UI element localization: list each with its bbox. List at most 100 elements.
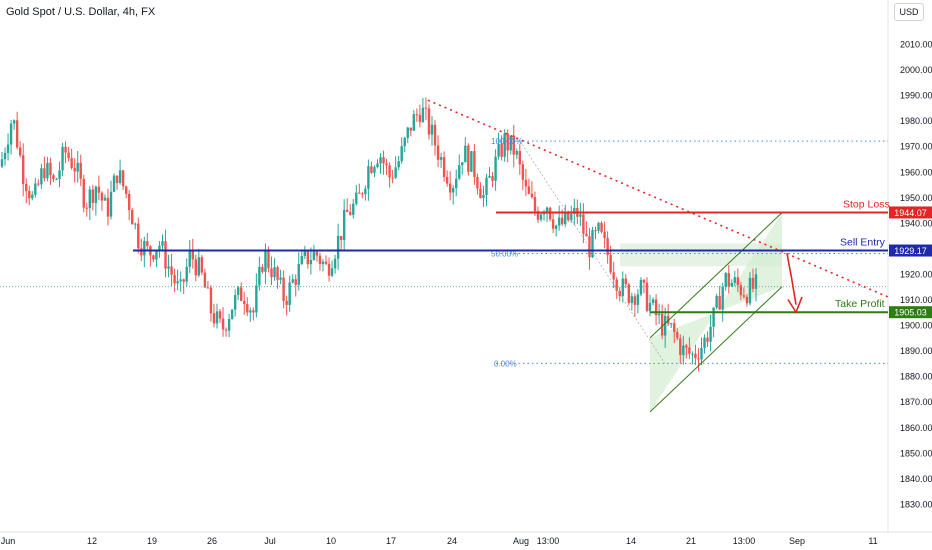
candle-body [645, 282, 649, 311]
candle-body [137, 223, 140, 249]
candle-body [476, 176, 479, 189]
candle-body [40, 168, 43, 185]
candle-body [31, 194, 34, 199]
candle-body [421, 107, 425, 122]
candle-body [373, 167, 376, 173]
candle-body [146, 241, 149, 247]
price-tag [889, 244, 932, 257]
candle-body [79, 162, 82, 179]
candle-body [709, 326, 712, 342]
y-tick-label: 1970.00 [900, 142, 932, 152]
candle-body [249, 310, 252, 313]
candle-body [521, 164, 525, 180]
candle-body [473, 151, 476, 177]
candle-body [642, 279, 646, 283]
candle-body [400, 146, 403, 162]
candle-body [606, 238, 609, 256]
price-tag-text: 1905.03 [894, 308, 927, 318]
candle-body [364, 188, 367, 195]
candle-body [100, 192, 104, 201]
candle-body [418, 114, 422, 122]
candle-body [621, 278, 624, 297]
y-tick-label: 1940.00 [900, 218, 932, 228]
candle-body [594, 230, 597, 232]
candle-body [657, 313, 661, 316]
candle-body [140, 248, 143, 256]
candle-body [564, 211, 567, 225]
candle-body [718, 296, 721, 310]
candle-body [321, 261, 325, 264]
candle-body [194, 259, 197, 276]
y-tick-label: 1850.00 [900, 448, 932, 458]
candle-body [273, 267, 276, 278]
candle-body [542, 213, 546, 215]
candle-body [109, 191, 113, 217]
candle-body [715, 296, 718, 308]
candle-body [303, 250, 307, 257]
candle-body [654, 299, 658, 316]
candle-body [467, 145, 470, 172]
candle-body [703, 337, 706, 349]
price-axis: 1830.00 1840.00 1850.00 1860.00 1870.00 1880.… [887, 0, 932, 532]
candle-body [730, 282, 733, 287]
candle-body [97, 186, 101, 193]
candle-body [448, 183, 452, 193]
x-tick-label: 19 [147, 536, 157, 546]
candle-body [721, 286, 724, 310]
candle-body [143, 241, 146, 256]
candle-body [58, 170, 61, 179]
candle-body [324, 261, 328, 264]
fib-label: 0.00% [494, 359, 517, 368]
candle-body [618, 290, 621, 297]
candle-body [639, 279, 643, 295]
chart-title: Gold Spot / U.S. Dollar, 4h, FX [6, 6, 156, 18]
candle-body [533, 197, 537, 212]
candle-body [627, 284, 631, 303]
candle-body [227, 318, 231, 331]
sell-arrow [786, 253, 797, 305]
candle-body [636, 294, 640, 305]
candle-body [679, 338, 682, 356]
candle-body [600, 222, 603, 232]
candle-body [406, 127, 409, 138]
candle-body [188, 250, 191, 267]
candle-body [176, 281, 179, 284]
candle-body [121, 170, 125, 187]
candle-body [315, 251, 319, 256]
candle-body [676, 332, 679, 339]
y-tick-label: 2000.00 [900, 65, 932, 75]
candle-body [197, 257, 201, 276]
candle-body [336, 235, 340, 259]
candle-body [742, 295, 746, 297]
candle-body [91, 189, 95, 203]
candle-body [548, 207, 552, 220]
candle-body [603, 231, 606, 239]
candle-body [243, 300, 246, 305]
candle-body [3, 152, 7, 160]
candle-body [612, 272, 615, 280]
candle-body [127, 193, 131, 211]
candle-body [279, 277, 282, 280]
y-tick-label: 1960.00 [900, 167, 932, 177]
candle-body [630, 296, 634, 303]
candle-body [588, 236, 591, 258]
candle-body [666, 315, 670, 324]
candle-body [258, 266, 261, 286]
candle-body [112, 175, 116, 192]
candle-body [382, 157, 385, 164]
candle-body [309, 260, 313, 265]
candle-body [388, 165, 391, 178]
currency-button[interactable]: USD [894, 3, 924, 21]
candle-body [167, 266, 170, 269]
price-tag-text: 1929.17 [894, 246, 927, 256]
candle-body [352, 203, 355, 215]
candle-body [291, 279, 294, 283]
candle-body [385, 163, 388, 166]
candle-body [215, 311, 219, 324]
candle-body [403, 137, 406, 147]
candle-body [355, 192, 358, 204]
candle-body [591, 230, 594, 258]
y-tick-label: 1870.00 [900, 397, 932, 407]
candle-body [21, 155, 25, 184]
